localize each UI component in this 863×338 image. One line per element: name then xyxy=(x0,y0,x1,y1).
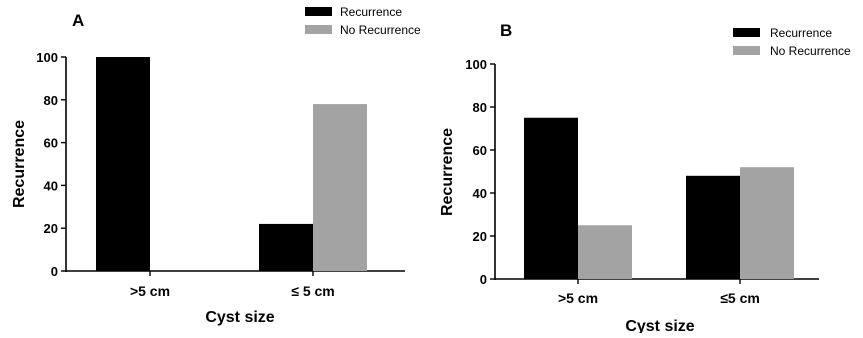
panel-a-y-tick-label: 80 xyxy=(44,93,58,108)
panel-a-legend-swatch-1 xyxy=(305,25,332,34)
panel-b-x-tick-label: ≤5 cm xyxy=(720,290,760,306)
panel-a-bar-recurrence-0 xyxy=(96,57,150,271)
panel-a-letter: A xyxy=(72,11,84,30)
panel-b-y-tick-label: 20 xyxy=(473,229,487,244)
panel-b-x-axis-title: Cyst size xyxy=(625,318,694,333)
panel-b-letter: B xyxy=(500,21,512,40)
panel-b-legend-swatch-0 xyxy=(733,28,760,37)
panel-a-y-tick-label: 60 xyxy=(44,136,58,151)
panel-a-legend-label-1: No Recurrence xyxy=(340,23,421,37)
panel-b-bar-recurrence-0 xyxy=(524,117,578,279)
panel-a-x-tick-label: >5 cm xyxy=(130,283,170,299)
panel-a-legend-label-0: Recurrence xyxy=(340,5,402,19)
panel-a-x-tick-label: ≤ 5 cm xyxy=(291,283,334,299)
panel-b-y-tick-label: 100 xyxy=(465,57,487,72)
panel-a-y-tick-label: 100 xyxy=(36,50,58,65)
panel-b-y-tick-label: 60 xyxy=(473,143,487,158)
panel-b-bar-recurrence-1 xyxy=(686,175,740,279)
panel-a-legend-swatch-0 xyxy=(305,7,332,16)
panel-a-y-tick-label: 0 xyxy=(51,264,58,279)
panel-b-legend-label-1: No Recurrence xyxy=(770,44,851,58)
panel-a-y-axis-title: Recurrence xyxy=(11,120,28,208)
panel-b-bar-no-recurrence-1 xyxy=(740,167,794,279)
panel-b-y-tick-label: 0 xyxy=(480,272,487,287)
panel-b-y-axis-title: Recurrence xyxy=(439,128,456,216)
panel-a-bar-recurrence-1 xyxy=(259,223,313,271)
panel-a-y-tick-label: 20 xyxy=(44,221,58,236)
panel-b-y-tick-label: 40 xyxy=(473,186,487,201)
panel-b-y-tick-label: 80 xyxy=(473,100,487,115)
panel-a-x-axis-title: Cyst size xyxy=(205,309,274,326)
panel-b-x-tick-label: >5 cm xyxy=(558,290,598,306)
panel-a-y-tick-label: 40 xyxy=(44,178,58,193)
panel-b-bar-no-recurrence-0 xyxy=(578,225,632,279)
panel-b-legend-label-0: Recurrence xyxy=(770,26,832,40)
panel-a-bar-no-recurrence-1 xyxy=(313,104,367,271)
panel-b-legend-swatch-1 xyxy=(733,46,760,55)
